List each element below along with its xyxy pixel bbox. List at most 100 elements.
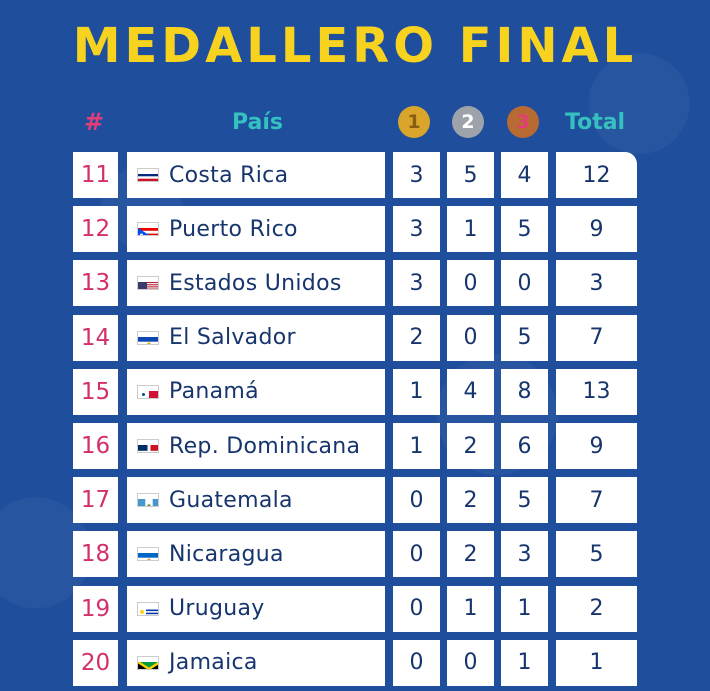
total-count: 2 [589, 596, 604, 622]
silver-count: 2 [463, 541, 478, 567]
bronze-count: 5 [517, 216, 532, 242]
bronze-count: 5 [517, 325, 532, 351]
rank-value: 12 [80, 216, 111, 243]
total-count: 9 [589, 433, 604, 459]
silver-cell: 1 [447, 206, 494, 253]
total-count: 3 [589, 270, 604, 296]
table-row: 20 Jamaica 0 0 1 1 [0, 639, 710, 686]
country-cell: Panamá [127, 368, 385, 415]
table-row: 16 Rep. Dominicana 1 2 6 9 [0, 423, 710, 469]
usa-flag-icon [137, 276, 159, 291]
total-cell: 5 [556, 531, 637, 578]
country-cell: Estados Unidos [127, 260, 385, 307]
country-cell: Nicaragua [127, 531, 385, 578]
total-cell: 12 [556, 152, 637, 198]
gold-cell: 0 [393, 531, 440, 578]
silver-count: 2 [463, 487, 478, 513]
gold-count: 1 [409, 433, 424, 459]
rank-value: 15 [80, 378, 111, 405]
silver-count: 1 [463, 596, 478, 622]
bronze-cell: 1 [501, 585, 548, 632]
gold-count: 3 [409, 162, 424, 188]
silver-medal-icon: 2 [452, 106, 484, 138]
silver-cell: 0 [447, 260, 494, 307]
silver-cell: 2 [447, 423, 494, 469]
country-name: Estados Unidos [169, 270, 342, 296]
total-header: Total [565, 110, 626, 135]
silver-cell: 1 [447, 585, 494, 632]
total-cell: 13 [556, 368, 637, 415]
bronze-count: 6 [517, 433, 532, 459]
bronze-cell: 4 [501, 152, 548, 198]
gold-count: 2 [409, 325, 424, 351]
rank-cell: 20 [73, 639, 118, 686]
bronze-medal-icon: 3 [507, 106, 539, 138]
silver-count: 5 [463, 162, 478, 188]
gold-medal-icon: 1 [398, 106, 430, 138]
gold-count: 0 [409, 650, 424, 676]
rank-value: 13 [80, 270, 111, 297]
country-cell: Rep. Dominicana [127, 423, 385, 469]
gold-count: 3 [409, 270, 424, 296]
bronze-cell: 5 [501, 314, 548, 361]
silver-cell: 4 [447, 368, 494, 415]
bronze-count: 1 [517, 596, 532, 622]
total-cell: 9 [556, 206, 637, 253]
country-name: Uruguay [169, 596, 265, 622]
table-row: 17 Guatemala 0 2 5 7 [0, 477, 710, 524]
bronze-cell: 5 [501, 206, 548, 253]
rank-value: 19 [80, 595, 111, 622]
table-row: 15 Panamá 1 4 8 13 [0, 368, 710, 415]
gold-cell: 1 [393, 368, 440, 415]
guatemala-flag-icon [137, 493, 159, 508]
country-name: Puerto Rico [169, 216, 298, 242]
rank-cell: 18 [73, 531, 118, 578]
rank-value: 16 [80, 433, 111, 459]
table-header: # País 1 2 3 Total [0, 104, 710, 140]
gold-count: 0 [409, 487, 424, 513]
bronze-count: 3 [517, 541, 532, 567]
total-cell: 3 [556, 260, 637, 307]
gold-count: 3 [409, 216, 424, 242]
rank-value: 18 [80, 541, 111, 568]
gold-cell: 3 [393, 206, 440, 253]
gold-cell: 0 [393, 585, 440, 632]
country-name: Costa Rica [169, 162, 289, 188]
total-cell: 9 [556, 423, 637, 469]
silver-cell: 5 [447, 152, 494, 198]
country-cell: Uruguay [127, 585, 385, 632]
rank-value: 20 [80, 649, 111, 676]
bronze-count: 4 [517, 162, 532, 188]
gold-cell: 0 [393, 477, 440, 524]
silver-count: 0 [463, 270, 478, 296]
nicaragua-flag-icon [137, 547, 159, 562]
puerto-rico-flag-icon [137, 222, 159, 237]
silver-count: 0 [463, 325, 478, 351]
table-row: 18 Nicaragua 0 2 3 5 [0, 531, 710, 578]
rank-value: 14 [80, 324, 111, 351]
silver-count: 0 [463, 650, 478, 676]
table-row: 12 Puerto Rico 3 1 5 9 [0, 206, 710, 253]
bronze-cell: 1 [501, 639, 548, 686]
country-cell: Guatemala [127, 477, 385, 524]
country-cell: Puerto Rico [127, 206, 385, 253]
country-name: Rep. Dominicana [169, 433, 361, 459]
country-cell: Costa Rica [127, 152, 385, 198]
total-count: 12 [582, 162, 611, 188]
rank-cell: 15 [73, 368, 118, 415]
country-name: Panamá [169, 379, 259, 405]
gold-count: 0 [409, 541, 424, 567]
bronze-cell: 0 [501, 260, 548, 307]
total-cell: 7 [556, 477, 637, 524]
costa-rica-flag-icon [137, 168, 159, 182]
table-row: 13 Estados Unidos 3 0 0 3 [0, 260, 710, 307]
bronze-medal-label: 3 [516, 111, 530, 133]
country-cell: Jamaica [127, 639, 385, 686]
country-cell: El Salvador [127, 314, 385, 361]
gold-count: 0 [409, 596, 424, 622]
gold-medal-label: 1 [407, 111, 421, 133]
bronze-count: 0 [517, 270, 532, 296]
total-cell: 7 [556, 314, 637, 361]
rank-cell: 17 [73, 477, 118, 524]
rank-cell: 13 [73, 260, 118, 307]
